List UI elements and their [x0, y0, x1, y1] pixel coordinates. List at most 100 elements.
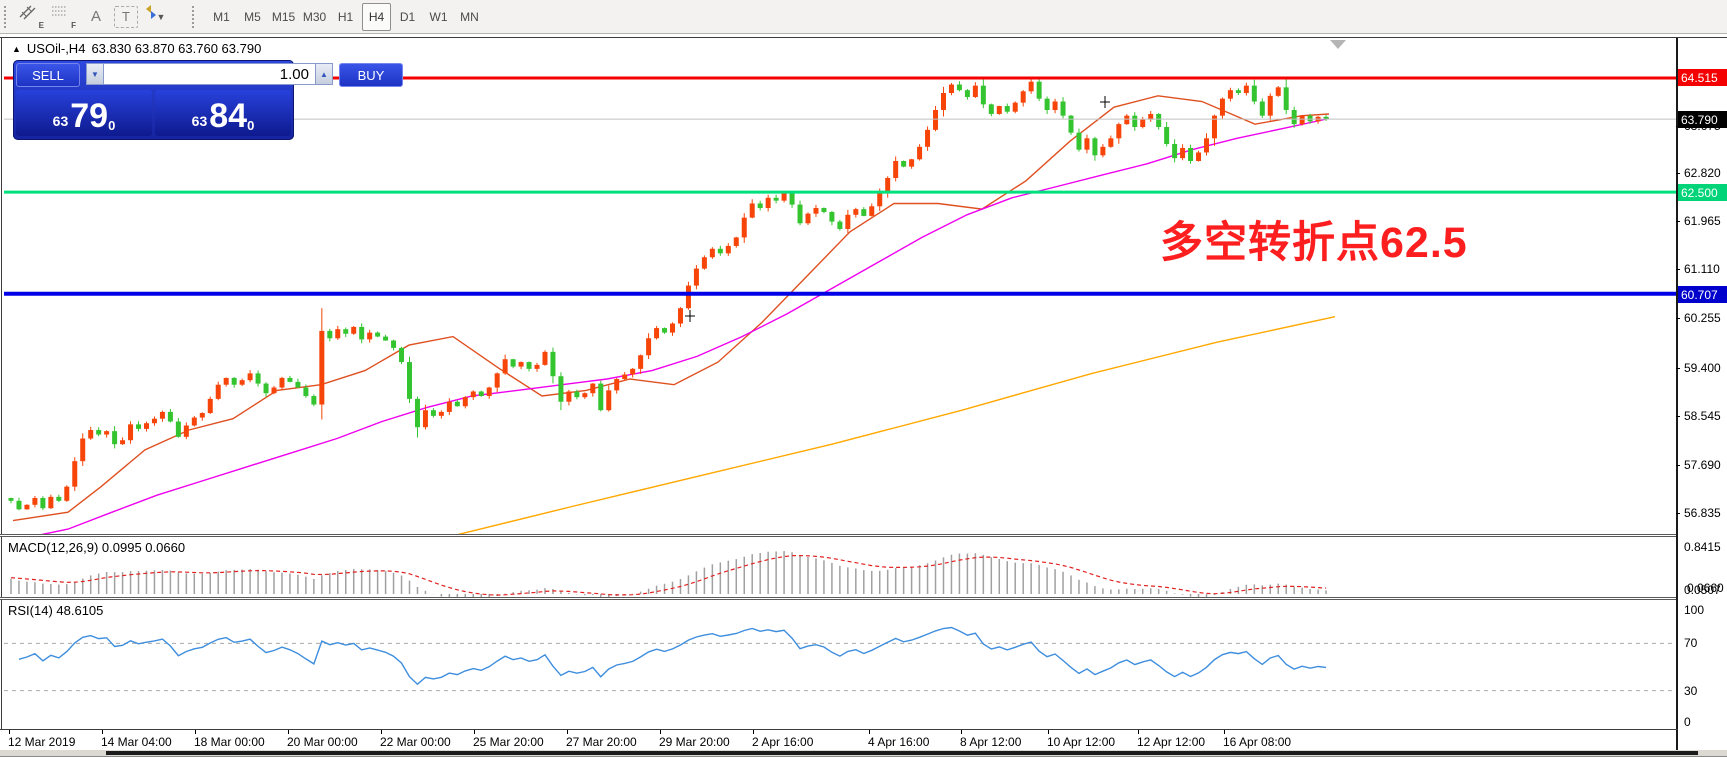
- quote-header: ▲ USOil-,H4 63.830 63.870 63.760 63.790: [12, 41, 261, 56]
- tf-m30-button[interactable]: M30: [302, 9, 327, 24]
- price-axis-divider[interactable]: [1676, 38, 1678, 750]
- price-tick: 62.820: [1684, 166, 1721, 180]
- arrows-tool-icon[interactable]: ▼: [142, 3, 178, 31]
- rsi-pane[interactable]: [2, 600, 1676, 729]
- chart-shift-marker-icon[interactable]: [1330, 40, 1346, 49]
- time-label: 20 Mar 00:00: [287, 735, 358, 749]
- symbol-collapse-icon[interactable]: ▲: [12, 43, 21, 54]
- time-label: 2 Apr 16:00: [752, 735, 814, 749]
- rsi-label: RSI(14) 48.6105: [8, 603, 104, 618]
- time-tick-dash: [381, 730, 382, 734]
- tf-m1-button[interactable]: M1: [213, 9, 230, 24]
- price-tick: 61.965: [1684, 214, 1721, 228]
- time-tick-dash: [1138, 730, 1139, 734]
- buy-price-display[interactable]: 63 84 0: [155, 90, 291, 136]
- time-tick-dash: [1224, 730, 1225, 734]
- time-axis[interactable]: [0, 730, 1676, 750]
- pane-separator-1[interactable]: [0, 534, 1676, 537]
- volume-spinner: ▼ ▲: [86, 63, 333, 85]
- text-label-icon[interactable]: A: [82, 3, 110, 31]
- tf-h1-button[interactable]: H1: [337, 9, 354, 24]
- tf-m5-button[interactable]: M5: [244, 9, 261, 24]
- time-label: 8 Apr 12:00: [960, 735, 1022, 749]
- sell-price-sup: 0: [108, 118, 116, 133]
- horizontal-scrollbar[interactable]: [0, 750, 1727, 757]
- chart-top-border: [0, 37, 1727, 38]
- text-box-letter: T: [122, 9, 130, 24]
- time-tick-dash: [869, 730, 870, 734]
- buy-button[interactable]: BUY: [339, 63, 403, 87]
- chart-text-annotation[interactable]: 多空转折点62.5: [1160, 219, 1468, 267]
- price-tick-dash: [1676, 513, 1680, 514]
- tf-d1-button[interactable]: D1: [399, 9, 416, 24]
- buy-price-prefix: 63: [191, 113, 208, 129]
- fibo-grid-icon[interactable]: F: [50, 3, 78, 31]
- tf-m15-button[interactable]: M15: [271, 9, 296, 24]
- price-tick-dash: [1676, 368, 1680, 369]
- rsi-axis-30: 30: [1684, 684, 1698, 698]
- top-toolbar: E F A T ▼ M1 M5 M15 M3: [0, 0, 1727, 34]
- time-tick-dash: [102, 730, 103, 734]
- time-label: 16 Apr 08:00: [1223, 735, 1292, 749]
- channel-lines-icon: [19, 5, 36, 19]
- grid-letter: F: [71, 20, 76, 30]
- time-tick-dash: [753, 730, 754, 734]
- time-tick-dash: [474, 730, 475, 734]
- time-label: 22 Mar 00:00: [380, 735, 451, 749]
- time-label: 12 Mar 2019: [8, 735, 76, 749]
- time-axis-border: [0, 729, 1727, 730]
- price-tick-dash: [1676, 465, 1680, 466]
- price-tick: 58.545: [1684, 409, 1721, 423]
- price-tick-dash: [1676, 173, 1680, 174]
- volume-increase-button[interactable]: ▲: [315, 63, 333, 85]
- price-axis[interactable]: [1678, 38, 1727, 750]
- volume-decrease-button[interactable]: ▼: [86, 63, 104, 85]
- time-label: 4 Apr 16:00: [868, 735, 930, 749]
- sell-price-display[interactable]: 63 79 0: [16, 90, 152, 136]
- time-tick-dash: [288, 730, 289, 734]
- macd-chart[interactable]: [2, 537, 1676, 597]
- time-label: 18 Mar 00:00: [194, 735, 265, 749]
- time-label: 12 Apr 12:00: [1137, 735, 1206, 749]
- toolbar-drag-handle[interactable]: [4, 5, 12, 28]
- sell-price-big: 79: [70, 97, 109, 135]
- time-label: 25 Mar 20:00: [473, 735, 544, 749]
- macd-label: MACD(12,26,9) 0.0995 0.0660: [8, 540, 186, 555]
- symbol-name: USOil-,H4: [26, 41, 86, 56]
- equidistant-channel-icon[interactable]: E: [18, 3, 46, 31]
- tf-mn-button[interactable]: MN: [460, 9, 479, 24]
- rsi-axis-70: 70: [1684, 636, 1698, 650]
- scrollbar-thumb[interactable]: [106, 751, 1698, 755]
- time-tick-dash: [195, 730, 196, 734]
- volume-input[interactable]: [104, 63, 315, 85]
- rsi-axis-0: 0: [1684, 715, 1691, 729]
- red-line-price-badge: 64.515: [1678, 69, 1727, 86]
- sell-price-prefix: 63: [52, 113, 69, 129]
- buy-price-big: 84: [209, 97, 248, 135]
- arrows-glyph-icon: [146, 4, 156, 19]
- toolbar-drag-handle-2[interactable]: [192, 5, 200, 28]
- text-box-icon[interactable]: T: [114, 5, 138, 28]
- time-tick-dash: [567, 730, 568, 734]
- dropdown-caret-icon: ▼: [156, 11, 166, 22]
- rsi-chart[interactable]: [2, 600, 1676, 729]
- tf-w1-button[interactable]: W1: [429, 9, 448, 24]
- tf-h4-button[interactable]: H4: [362, 2, 391, 31]
- sell-button[interactable]: SELL: [16, 63, 80, 87]
- trade-panel-prices: 63 79 0 63 84 0: [16, 90, 291, 136]
- time-label: 14 Mar 04:00: [101, 735, 172, 749]
- price-tick-dash: [1676, 221, 1680, 222]
- time-label: 10 Apr 12:00: [1047, 735, 1116, 749]
- blue-line-price-badge: 60.707: [1678, 286, 1727, 303]
- price-tick-dash: [1676, 318, 1680, 319]
- channel-letter: E: [38, 20, 44, 30]
- green-line-price-badge: 62.500: [1678, 184, 1727, 201]
- macd-pane[interactable]: [2, 537, 1676, 597]
- chart-left-border: [1, 38, 2, 750]
- macd-axis-value-overlap: 0.0660: [1687, 581, 1724, 595]
- price-tick-dash: [1676, 416, 1680, 417]
- macd-axis-value: 0.0507: [1684, 583, 1721, 597]
- pane-separator-2[interactable]: [0, 597, 1676, 600]
- price-tick-dash: [1676, 269, 1680, 270]
- time-tick-dash: [961, 730, 962, 734]
